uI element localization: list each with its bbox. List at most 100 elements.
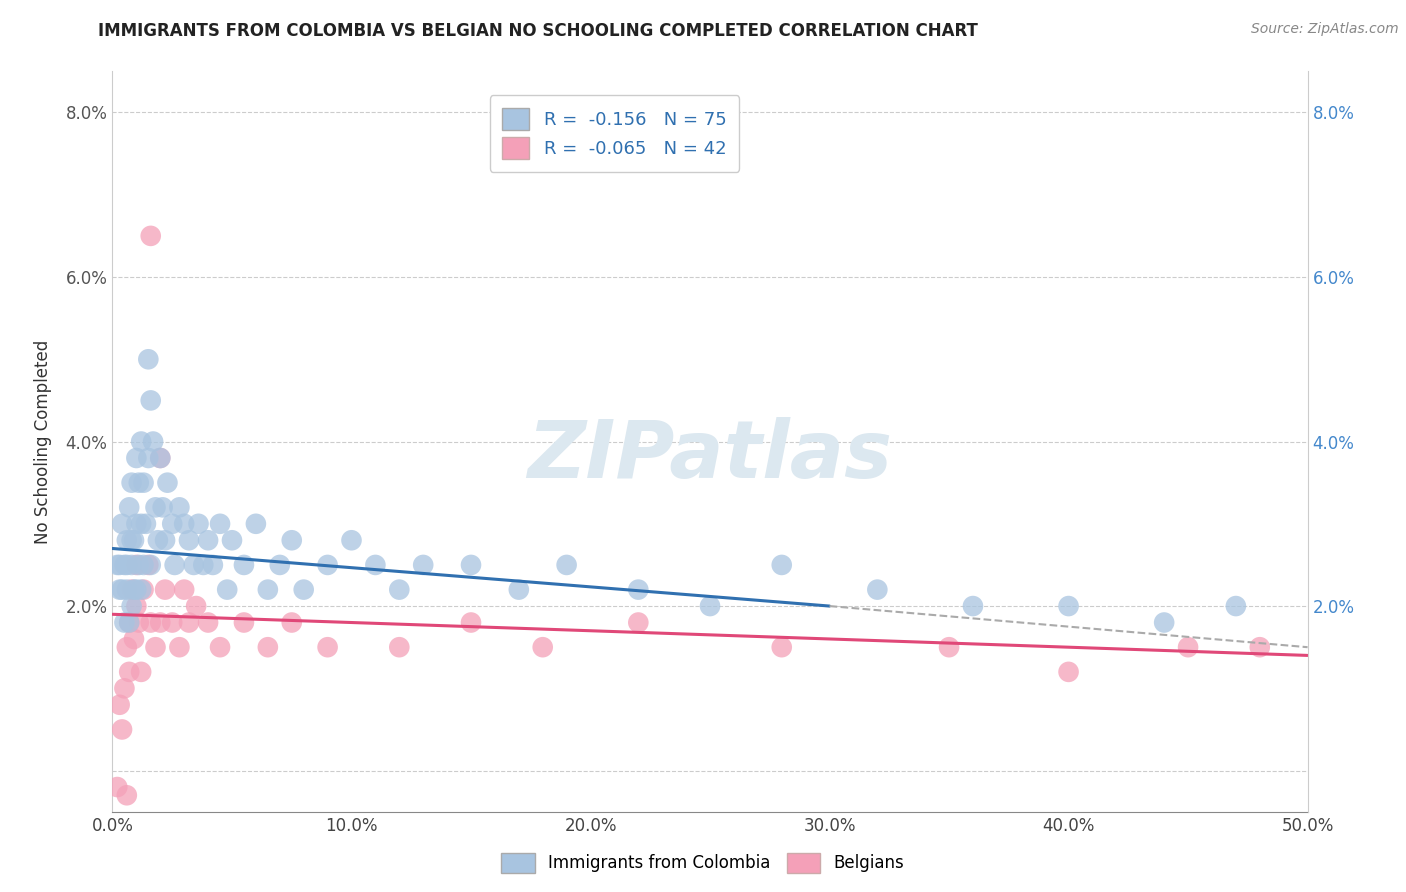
Point	[460, 558, 482, 572]
Point	[125, 599, 148, 613]
Point	[169, 500, 191, 515]
Point	[114, 615, 135, 630]
Point	[128, 475, 150, 490]
Point	[388, 582, 411, 597]
Point	[217, 582, 239, 597]
Point	[257, 640, 280, 655]
Point	[129, 582, 152, 597]
Point	[183, 558, 205, 572]
Point	[269, 558, 291, 572]
Point	[132, 475, 155, 490]
Point	[197, 615, 219, 630]
Point	[627, 615, 650, 630]
Point	[139, 228, 162, 243]
Point	[139, 393, 162, 408]
Point	[108, 698, 131, 712]
Point	[128, 615, 150, 630]
Point	[125, 516, 148, 531]
Point	[111, 582, 134, 597]
Point	[233, 558, 256, 572]
Point	[139, 558, 162, 572]
Point	[145, 500, 167, 515]
Legend: Immigrants from Colombia, Belgians: Immigrants from Colombia, Belgians	[495, 847, 911, 880]
Y-axis label: No Schooling Completed: No Schooling Completed	[34, 340, 52, 543]
Text: ZIPatlas: ZIPatlas	[527, 417, 893, 495]
Point	[245, 516, 267, 531]
Point	[111, 723, 134, 737]
Point	[1177, 640, 1199, 655]
Point	[115, 640, 138, 655]
Point	[125, 558, 148, 572]
Point	[129, 665, 152, 679]
Point	[125, 450, 148, 465]
Point	[257, 582, 280, 597]
Point	[114, 558, 135, 572]
Point	[412, 558, 434, 572]
Point	[364, 558, 387, 572]
Point	[111, 516, 134, 531]
Point	[132, 582, 155, 597]
Point	[233, 615, 256, 630]
Point	[146, 533, 169, 548]
Point	[138, 450, 160, 465]
Point	[129, 434, 152, 449]
Point	[770, 640, 793, 655]
Point	[128, 558, 150, 572]
Point	[340, 533, 363, 548]
Text: Source: ZipAtlas.com: Source: ZipAtlas.com	[1251, 22, 1399, 37]
Point	[121, 533, 143, 548]
Point	[114, 681, 135, 696]
Point	[162, 516, 183, 531]
Point	[142, 434, 165, 449]
Point	[108, 582, 131, 597]
Point	[152, 500, 174, 515]
Point	[129, 516, 152, 531]
Point	[177, 615, 200, 630]
Point	[193, 558, 215, 572]
Point	[115, 582, 138, 597]
Point	[139, 615, 162, 630]
Point	[153, 533, 176, 548]
Point	[145, 640, 167, 655]
Point	[121, 599, 143, 613]
Point	[121, 475, 143, 490]
Point	[187, 516, 209, 531]
Point	[125, 582, 148, 597]
Point	[388, 640, 411, 655]
Point	[281, 533, 304, 548]
Point	[121, 558, 143, 572]
Point	[118, 500, 141, 515]
Point	[177, 533, 200, 548]
Point	[169, 640, 191, 655]
Point	[866, 582, 889, 597]
Point	[938, 640, 960, 655]
Point	[118, 665, 141, 679]
Point	[173, 516, 195, 531]
Point	[1249, 640, 1271, 655]
Point	[118, 615, 141, 630]
Text: IMMIGRANTS FROM COLOMBIA VS BELGIAN NO SCHOOLING COMPLETED CORRELATION CHART: IMMIGRANTS FROM COLOMBIA VS BELGIAN NO S…	[98, 22, 979, 40]
Point	[1225, 599, 1247, 613]
Point	[122, 533, 145, 548]
Point	[163, 558, 186, 572]
Legend: R =  -0.156   N = 75, R =  -0.065   N = 42: R = -0.156 N = 75, R = -0.065 N = 42	[489, 95, 740, 172]
Point	[108, 558, 131, 572]
Point	[460, 615, 482, 630]
Point	[115, 533, 138, 548]
Point	[105, 780, 128, 794]
Point	[121, 582, 143, 597]
Point	[162, 615, 183, 630]
Point	[153, 582, 176, 597]
Point	[135, 516, 157, 531]
Point	[1153, 615, 1175, 630]
Point	[316, 640, 339, 655]
Point	[221, 533, 243, 548]
Point	[186, 599, 208, 613]
Point	[149, 450, 172, 465]
Point	[209, 640, 232, 655]
Point	[132, 558, 155, 572]
Point	[627, 582, 650, 597]
Point	[197, 533, 219, 548]
Point	[122, 582, 145, 597]
Point	[1057, 665, 1080, 679]
